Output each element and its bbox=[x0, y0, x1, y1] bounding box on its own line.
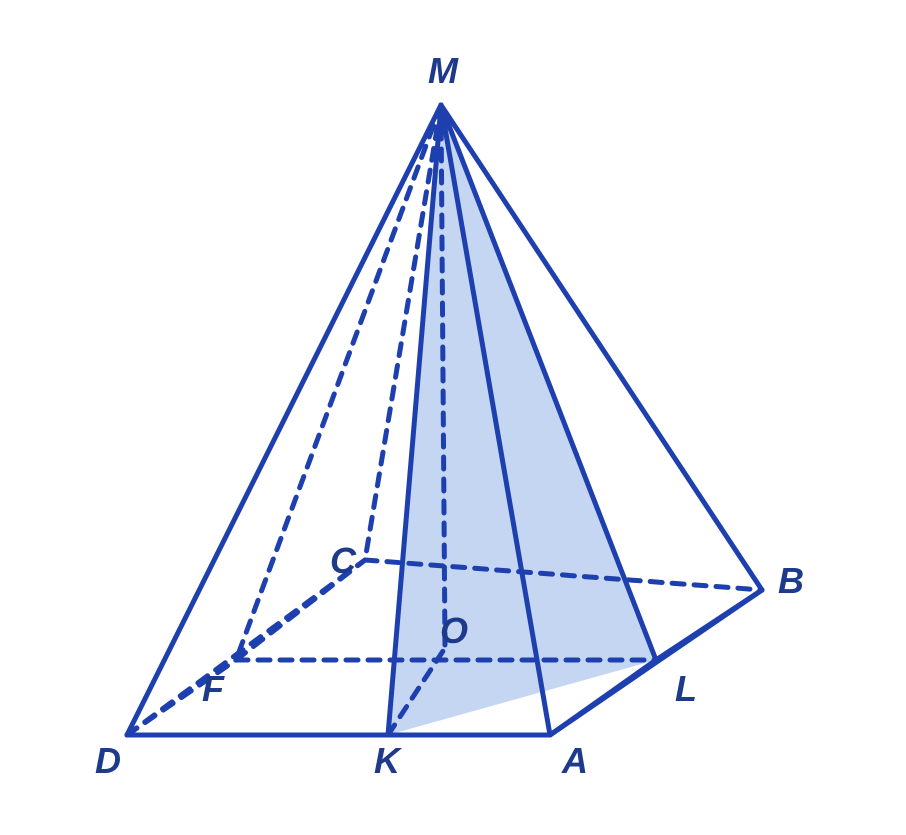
label-K: K bbox=[374, 740, 400, 782]
shaded-cross-section bbox=[388, 105, 656, 735]
label-B: B bbox=[778, 560, 804, 602]
pyramid-diagram bbox=[0, 0, 906, 835]
label-C: C bbox=[330, 540, 356, 582]
label-A: A bbox=[562, 740, 588, 782]
label-F: F bbox=[202, 668, 224, 710]
label-D: D bbox=[95, 740, 121, 782]
label-M: M bbox=[428, 50, 458, 92]
diagram-container: M A B C D F L K O bbox=[0, 0, 906, 835]
label-O: O bbox=[440, 610, 468, 652]
label-L: L bbox=[675, 668, 697, 710]
edge-L-B bbox=[656, 590, 762, 660]
